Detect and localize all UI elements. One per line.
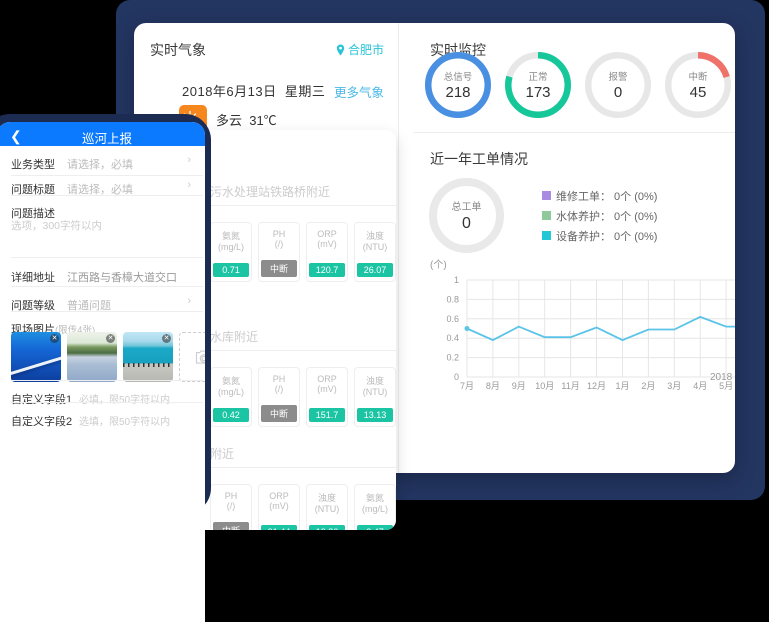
svg-text:4月: 4月: [693, 381, 707, 391]
svg-text:10月: 10月: [535, 381, 554, 391]
svg-text:7月: 7月: [460, 381, 474, 391]
svg-text:0.6: 0.6: [446, 314, 459, 324]
svg-text:12月: 12月: [587, 381, 606, 391]
svg-text:0.8: 0.8: [446, 294, 459, 304]
svg-text:9月: 9月: [512, 381, 526, 391]
svg-text:2月: 2月: [641, 381, 655, 391]
svg-text:3月: 3月: [667, 381, 681, 391]
svg-text:1: 1: [454, 275, 459, 285]
svg-text:0.4: 0.4: [446, 333, 459, 343]
svg-text:0.2: 0.2: [446, 353, 459, 363]
svg-text:1月: 1月: [615, 381, 629, 391]
svg-text:8月: 8月: [486, 381, 500, 391]
svg-text:11月: 11月: [561, 381, 579, 391]
svg-text:0: 0: [454, 372, 459, 382]
